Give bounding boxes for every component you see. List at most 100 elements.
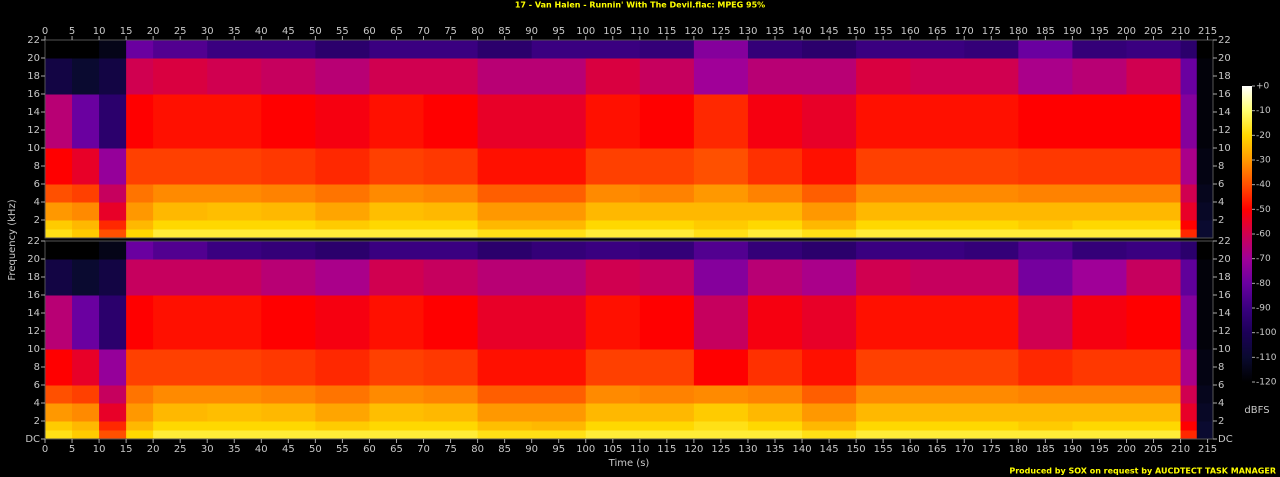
heatmap-cell [964, 349, 1019, 386]
heatmap-cell [531, 148, 587, 185]
heatmap-cell [369, 229, 425, 239]
colorbar-tick-label: -30 [1256, 156, 1271, 166]
y-tick-label: 2 [1218, 416, 1224, 427]
x-tick-label: 20 [147, 444, 160, 455]
heatmap-cell [910, 241, 965, 260]
heatmap-cell [693, 40, 749, 59]
x-tick-label: 5 [69, 26, 75, 37]
heatmap-cell [1072, 403, 1127, 422]
heatmap-cell [72, 403, 100, 422]
heatmap-cell [531, 259, 587, 296]
heatmap-cell [1072, 430, 1127, 440]
heatmap-cell [1126, 421, 1182, 431]
heatmap-cell [207, 259, 262, 296]
footer-note: Produced by SOX on request by AUCDTECT T… [1009, 467, 1276, 476]
x-tick-label: 15 [120, 444, 133, 455]
y-tick-label: 20 [1218, 53, 1231, 64]
x-tick-label: 105 [603, 444, 622, 455]
x-tick-label: 80 [471, 26, 484, 37]
heatmap-cell [45, 349, 73, 386]
heatmap-cell [369, 430, 425, 440]
heatmap-cell [1126, 40, 1182, 59]
heatmap-cell [1018, 403, 1073, 422]
heatmap-cell [1196, 58, 1214, 95]
heatmap-cell [856, 202, 911, 221]
heatmap-cell [72, 184, 100, 203]
x-tick-label: 105 [603, 26, 622, 37]
heatmap-cell [531, 229, 587, 239]
colorbar-tick-label: +0 [1256, 82, 1270, 92]
y-tick-label: DC [25, 434, 40, 445]
colorbar-tick-label: -20 [1256, 131, 1271, 141]
heatmap-cell [261, 229, 316, 239]
heatmap-cell [1196, 403, 1214, 422]
x-tick-label: 10 [93, 26, 106, 37]
x-tick-label: 30 [201, 444, 214, 455]
heatmap-cell [1072, 58, 1127, 95]
heatmap-cell [802, 148, 857, 185]
x-tick-label: 190 [1063, 26, 1082, 37]
heatmap-cell [693, 403, 749, 422]
heatmap-cell [1018, 202, 1073, 221]
heatmap-cell [693, 220, 749, 230]
heatmap-cell [261, 259, 316, 296]
heatmap-cell [45, 295, 73, 350]
x-tick-label: 145 [820, 444, 839, 455]
heatmap-cell [964, 403, 1019, 422]
heatmap-cell [585, 229, 641, 239]
heatmap-cell [910, 220, 965, 230]
y-tick-label: DC [1218, 434, 1233, 445]
heatmap-cell [639, 229, 695, 239]
x-tick-label: 200 [1117, 444, 1136, 455]
heatmap-cell [531, 202, 587, 221]
x-tick-label: 125 [711, 444, 730, 455]
heatmap-cell [315, 403, 370, 422]
heatmap-cell [423, 241, 479, 260]
colorbar-tick-label: -40 [1256, 180, 1271, 190]
heatmap-cell [315, 148, 370, 185]
heatmap-cell [477, 184, 533, 203]
heatmap-cell [315, 430, 370, 440]
y-tick-label: 2 [34, 215, 40, 226]
heatmap-cell [1196, 229, 1214, 239]
heatmap-cell [45, 58, 73, 95]
heatmap-cell [802, 229, 857, 239]
y-tick-label: 6 [1218, 380, 1224, 391]
x-tick-label: 10 [93, 444, 106, 455]
heatmap-cell [1018, 184, 1073, 203]
x-tick-label: 205 [1144, 444, 1163, 455]
heatmap-cell [531, 58, 587, 95]
heatmap-cell [531, 94, 587, 149]
heatmap-cell [585, 202, 641, 221]
heatmap-cell [1196, 349, 1214, 386]
x-tick-label: 175 [982, 26, 1001, 37]
heatmap-cell [1018, 148, 1073, 185]
heatmap-cell [45, 148, 73, 185]
heatmap-cell [693, 421, 749, 431]
y-tick-label: 22 [27, 236, 40, 247]
y-tick-label: 8 [1218, 362, 1224, 373]
heatmap-cell [747, 295, 803, 350]
heatmap-cell [910, 259, 965, 296]
heatmap-cell [1072, 421, 1127, 431]
heatmap-cell [856, 40, 911, 59]
heatmap-cell [261, 40, 316, 59]
heatmap-cell [585, 421, 641, 431]
heatmap-cell [585, 94, 641, 149]
heatmap-cell [126, 202, 154, 221]
heatmap-cell [1126, 148, 1182, 185]
heatmap-cell [856, 94, 911, 149]
heatmap-cell [910, 349, 965, 386]
x-tick-label: 60 [363, 26, 376, 37]
heatmap-cell [369, 94, 425, 149]
heatmap-cell [126, 220, 154, 230]
colorbar-tick-label: -90 [1256, 304, 1271, 314]
y-tick-label: 22 [1218, 236, 1231, 247]
heatmap-cell [45, 40, 73, 59]
heatmap-cell [1180, 241, 1198, 260]
heatmap-cell [747, 202, 803, 221]
heatmap-cell [1180, 184, 1198, 203]
heatmap-cell [153, 148, 208, 185]
heatmap-cell [639, 241, 695, 260]
x-tick-label: 45 [282, 26, 295, 37]
